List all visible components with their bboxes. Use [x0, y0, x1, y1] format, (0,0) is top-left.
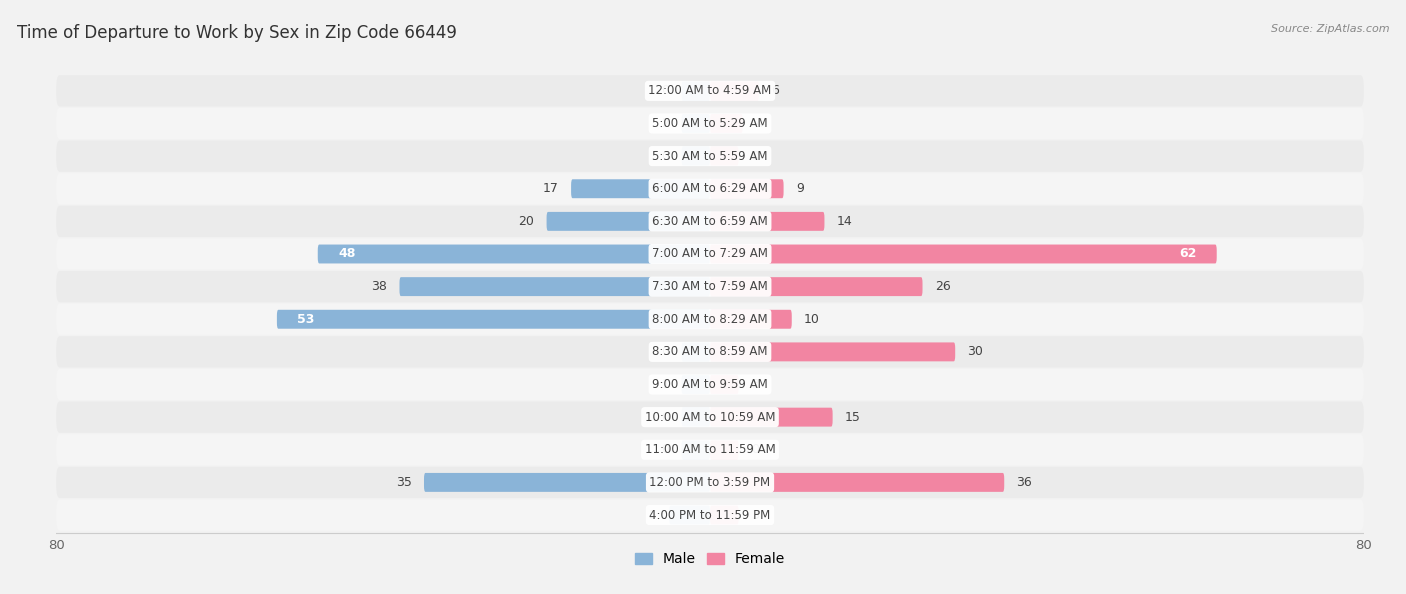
Text: 0: 0	[751, 150, 759, 163]
Text: 0: 0	[751, 443, 759, 456]
Legend: Male, Female: Male, Female	[630, 546, 790, 571]
Text: 30: 30	[967, 345, 983, 358]
Text: 0: 0	[661, 84, 669, 97]
Text: 38: 38	[371, 280, 387, 293]
FancyBboxPatch shape	[399, 277, 710, 296]
Text: 7:30 AM to 7:59 AM: 7:30 AM to 7:59 AM	[652, 280, 768, 293]
Text: 10: 10	[804, 313, 820, 326]
FancyBboxPatch shape	[710, 407, 832, 426]
Text: 26: 26	[935, 280, 950, 293]
Text: 0: 0	[661, 443, 669, 456]
Text: 0: 0	[661, 150, 669, 163]
Text: 9:00 AM to 9:59 AM: 9:00 AM to 9:59 AM	[652, 378, 768, 391]
Text: 4: 4	[755, 117, 763, 130]
Text: 6:00 AM to 6:29 AM: 6:00 AM to 6:29 AM	[652, 182, 768, 195]
Text: 0: 0	[661, 410, 669, 424]
Text: 6:30 AM to 6:59 AM: 6:30 AM to 6:59 AM	[652, 215, 768, 228]
FancyBboxPatch shape	[571, 179, 710, 198]
Text: 4:00 PM to 11:59 PM: 4:00 PM to 11:59 PM	[650, 508, 770, 522]
FancyBboxPatch shape	[56, 238, 1364, 270]
Text: 8:00 AM to 8:29 AM: 8:00 AM to 8:29 AM	[652, 313, 768, 326]
Text: 53: 53	[297, 313, 315, 326]
FancyBboxPatch shape	[710, 310, 792, 328]
FancyBboxPatch shape	[547, 212, 710, 231]
FancyBboxPatch shape	[56, 108, 1364, 139]
FancyBboxPatch shape	[710, 81, 759, 100]
FancyBboxPatch shape	[277, 310, 710, 328]
FancyBboxPatch shape	[682, 147, 710, 166]
FancyBboxPatch shape	[710, 179, 783, 198]
Text: 35: 35	[396, 476, 412, 489]
FancyBboxPatch shape	[56, 271, 1364, 302]
Text: 5: 5	[650, 508, 657, 522]
Text: 10:00 AM to 10:59 AM: 10:00 AM to 10:59 AM	[645, 410, 775, 424]
Text: 48: 48	[339, 248, 356, 261]
Text: Time of Departure to Work by Sex in Zip Code 66449: Time of Departure to Work by Sex in Zip …	[17, 24, 457, 42]
Text: 7:00 AM to 7:29 AM: 7:00 AM to 7:29 AM	[652, 248, 768, 261]
Text: 3: 3	[751, 378, 759, 391]
FancyBboxPatch shape	[56, 434, 1364, 466]
FancyBboxPatch shape	[710, 147, 738, 166]
Text: 6: 6	[772, 84, 779, 97]
Text: 8:30 AM to 8:59 AM: 8:30 AM to 8:59 AM	[652, 345, 768, 358]
Text: 3: 3	[751, 508, 759, 522]
FancyBboxPatch shape	[56, 173, 1364, 204]
FancyBboxPatch shape	[710, 212, 824, 231]
FancyBboxPatch shape	[710, 342, 955, 361]
FancyBboxPatch shape	[682, 114, 710, 133]
Text: 1: 1	[661, 378, 669, 391]
Text: 11:00 AM to 11:59 AM: 11:00 AM to 11:59 AM	[645, 443, 775, 456]
Text: 62: 62	[1178, 248, 1197, 261]
FancyBboxPatch shape	[56, 467, 1364, 498]
FancyBboxPatch shape	[682, 81, 710, 100]
Text: 36: 36	[1017, 476, 1032, 489]
FancyBboxPatch shape	[318, 245, 710, 264]
Text: 14: 14	[837, 215, 852, 228]
FancyBboxPatch shape	[710, 277, 922, 296]
FancyBboxPatch shape	[56, 140, 1364, 172]
Text: 5:30 AM to 5:59 AM: 5:30 AM to 5:59 AM	[652, 150, 768, 163]
FancyBboxPatch shape	[56, 304, 1364, 335]
FancyBboxPatch shape	[56, 206, 1364, 237]
Text: 5:00 AM to 5:29 AM: 5:00 AM to 5:29 AM	[652, 117, 768, 130]
Text: 15: 15	[845, 410, 860, 424]
FancyBboxPatch shape	[710, 245, 1216, 264]
Text: 12:00 PM to 3:59 PM: 12:00 PM to 3:59 PM	[650, 476, 770, 489]
FancyBboxPatch shape	[710, 114, 742, 133]
FancyBboxPatch shape	[669, 505, 710, 525]
FancyBboxPatch shape	[710, 505, 738, 525]
Text: 20: 20	[519, 215, 534, 228]
FancyBboxPatch shape	[56, 336, 1364, 368]
Text: Source: ZipAtlas.com: Source: ZipAtlas.com	[1271, 24, 1389, 34]
FancyBboxPatch shape	[682, 342, 710, 361]
Text: 12:00 AM to 4:59 AM: 12:00 AM to 4:59 AM	[648, 84, 772, 97]
FancyBboxPatch shape	[682, 375, 710, 394]
FancyBboxPatch shape	[682, 407, 710, 426]
FancyBboxPatch shape	[710, 440, 738, 459]
FancyBboxPatch shape	[56, 500, 1364, 530]
Text: 2: 2	[661, 117, 669, 130]
Text: 17: 17	[543, 182, 558, 195]
FancyBboxPatch shape	[710, 473, 1004, 492]
FancyBboxPatch shape	[710, 375, 738, 394]
FancyBboxPatch shape	[682, 440, 710, 459]
FancyBboxPatch shape	[56, 369, 1364, 400]
FancyBboxPatch shape	[425, 473, 710, 492]
Text: 9: 9	[796, 182, 804, 195]
Text: 0: 0	[661, 345, 669, 358]
FancyBboxPatch shape	[56, 402, 1364, 433]
FancyBboxPatch shape	[56, 75, 1364, 106]
